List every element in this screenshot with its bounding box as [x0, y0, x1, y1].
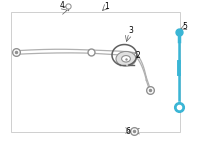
Text: 5: 5 [183, 22, 187, 31]
Circle shape [116, 51, 136, 66]
Text: 6: 6 [126, 127, 130, 136]
Text: 1: 1 [105, 2, 109, 11]
Text: 2: 2 [136, 51, 140, 60]
Bar [11, 12, 180, 132]
Text: 4: 4 [60, 1, 64, 10]
Circle shape [122, 56, 130, 62]
Text: 3: 3 [129, 26, 133, 35]
